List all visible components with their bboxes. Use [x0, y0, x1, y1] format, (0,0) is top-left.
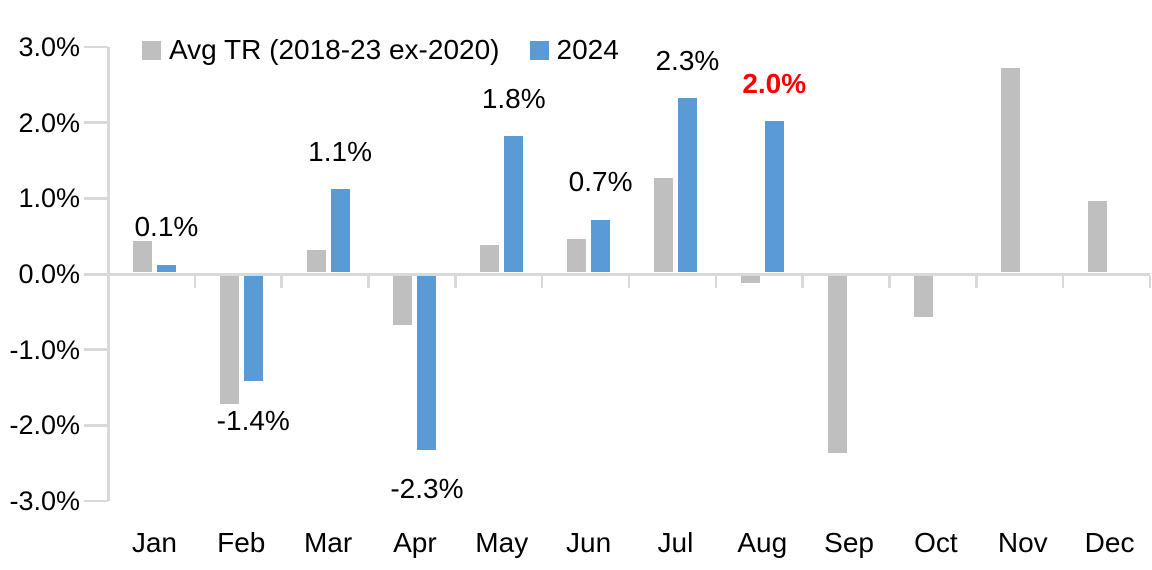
bar-avg-tr-may	[480, 244, 500, 273]
y-axis-tick	[84, 45, 108, 49]
y-axis-label: -3.0%	[9, 486, 80, 516]
y-axis-tick	[84, 348, 108, 351]
x-axis-label-aug: Aug	[737, 527, 788, 558]
x-axis-tick	[627, 275, 631, 288]
bar-avg-tr-sep	[827, 275, 847, 454]
bar-2024-mar	[330, 189, 350, 273]
bar-avg-tr-jan	[132, 240, 152, 273]
bar-2024-jun	[591, 219, 611, 273]
bar-avg-tr-oct	[914, 275, 934, 318]
y-axis-label: -1.0%	[9, 334, 80, 365]
x-axis-label-dec: Dec	[1084, 527, 1135, 558]
x-axis-label-apr: Apr	[393, 527, 437, 558]
bar-2024-apr	[417, 275, 437, 450]
bar-avg-tr-jun	[567, 239, 587, 273]
data-label-jul: 2.3%	[655, 44, 720, 76]
x-axis-tick	[193, 275, 197, 288]
data-label-aug: 2.0%	[742, 67, 807, 99]
data-label-feb: -1.4%	[216, 404, 290, 436]
y-axis-tick	[84, 121, 108, 124]
data-label-apr: -2.3%	[390, 473, 464, 505]
bar-2024-feb	[243, 275, 263, 382]
x-axis-tick	[888, 275, 891, 288]
bar-avg-tr-feb	[219, 275, 239, 405]
y-axis-tick	[84, 197, 108, 200]
x-axis-tick	[367, 275, 370, 288]
bar-avg-tr-mar	[306, 249, 326, 273]
y-axis-tick	[84, 272, 108, 276]
bar-2024-jul	[677, 98, 697, 273]
x-axis-tick	[975, 275, 978, 288]
legend-swatch-avg-tr-icon	[142, 40, 161, 60]
legend-swatch-2024-icon	[529, 40, 549, 60]
bar-2024-aug	[764, 121, 784, 273]
x-axis-label-feb: Feb	[217, 527, 266, 558]
y-axis-label: 0.0%	[18, 259, 80, 289]
data-label-mar: 1.1%	[308, 135, 372, 167]
x-axis-tick	[1148, 275, 1152, 288]
x-axis-label-jun: Jun	[566, 527, 612, 558]
y-axis-label: 1.0%	[18, 183, 80, 214]
x-axis-tick	[801, 275, 804, 288]
data-label-may: 1.8%	[481, 82, 546, 114]
bar-avg-tr-dec	[1088, 200, 1108, 273]
y-axis-label: 2.0%	[18, 107, 80, 138]
y-axis-label: 3.0%	[18, 31, 80, 62]
y-axis-tick	[84, 424, 108, 427]
y-axis-tick	[84, 499, 108, 503]
x-axis-label-nov: Nov	[997, 527, 1048, 558]
x-axis-tick	[714, 275, 718, 288]
x-axis-label-jan: Jan	[131, 527, 177, 558]
legend-label-2024: 2024	[556, 34, 619, 65]
legend-label-avg-tr: Avg TR (2018-23 ex-2020)	[169, 34, 500, 65]
x-axis-label-mar: Mar	[303, 527, 353, 558]
data-label-jun: 0.7%	[568, 166, 633, 198]
x-axis-label-sep: Sep	[824, 527, 874, 558]
bar-avg-tr-nov	[1001, 68, 1021, 273]
x-axis-label-jul: Jul	[657, 527, 694, 558]
x-axis-label-oct: Oct	[914, 527, 958, 558]
bar-avg-tr-apr	[393, 275, 413, 325]
x-axis-tick	[1061, 275, 1065, 288]
bar-avg-tr-aug	[740, 275, 760, 284]
x-axis-tick	[454, 275, 457, 288]
x-axis-tick	[280, 275, 283, 288]
x-axis-baseline	[84, 272, 1150, 276]
data-label-jan: 0.1%	[134, 211, 199, 243]
chart-legend: Avg TR (2018-23 ex-2020) 2024	[142, 36, 619, 64]
x-axis-tick	[540, 275, 544, 288]
x-axis-label-may: May	[475, 527, 529, 558]
y-axis-label: -2.0%	[9, 410, 80, 441]
bar-2024-jan	[156, 264, 176, 273]
bar-avg-tr-jul	[653, 177, 673, 273]
bar-2024-may	[504, 136, 524, 273]
